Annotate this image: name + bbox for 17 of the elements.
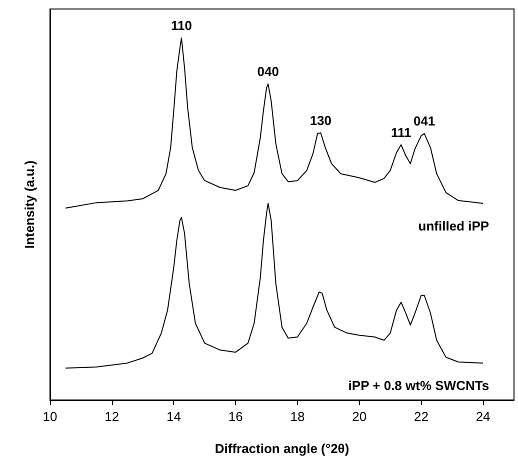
x-tick-label: 16 [228, 409, 243, 424]
series-label: unfilled iPP [418, 218, 490, 234]
annotation: 130 [310, 112, 332, 128]
series-label: iPP + 0.8 wt% SWCNTs [348, 378, 490, 394]
annotation: 041 [413, 114, 436, 129]
annotation: 111 [390, 124, 412, 140]
x-tick-label: 20 [352, 409, 367, 424]
x-axis-title: Diffraction angle (°2θ) [214, 441, 350, 456]
y-axis-title: Intensity (a.u.) [22, 160, 37, 249]
x-tick-label: 12 [104, 409, 120, 424]
x-tick-label: 10 [42, 409, 58, 424]
x-tick-label: 22 [414, 409, 428, 424]
annotation: 040 [257, 64, 279, 79]
x-tick-label: 24 [476, 409, 490, 424]
annotation: 110 [170, 18, 192, 33]
x-tick-label: 18 [290, 409, 305, 424]
x-tick-label: 14 [166, 409, 181, 424]
